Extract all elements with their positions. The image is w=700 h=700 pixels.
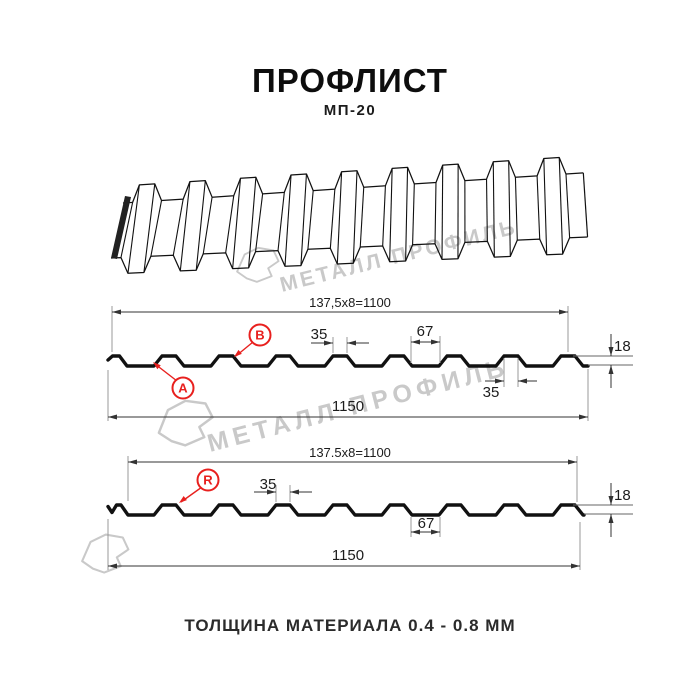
material-thickness-note: ТОЛЩИНА МАТЕРИАЛА 0.4 - 0.8 ММ	[184, 616, 516, 635]
dimension-arrowhead	[290, 489, 299, 495]
sheet3d-rib-edge	[514, 177, 518, 241]
callout-letter-r: R	[203, 473, 213, 488]
dimension-arrowhead	[112, 309, 121, 315]
sheet3d-rib-edge	[277, 192, 285, 251]
brand-logo-watermark	[77, 530, 133, 578]
dimension-arrowhead	[608, 514, 614, 523]
dimension-arrowhead	[568, 459, 577, 465]
dimension-arrowhead	[571, 563, 580, 569]
dimension-lines-layer	[107, 306, 633, 570]
sheet3d-rib-edge	[352, 170, 358, 264]
sheet3d-rib-edge	[405, 167, 409, 262]
sheet3d-right-edge	[582, 172, 589, 238]
profile-outline-front	[106, 354, 590, 368]
dim-rib-top-back: 35	[260, 476, 277, 493]
sheet3d-rib-edge	[565, 173, 571, 238]
sheet3d-rib-edge	[143, 183, 156, 273]
callout-letter-b: B	[255, 328, 264, 343]
sheet3d-rib-edge	[307, 190, 314, 250]
sheet3d-rib-edge	[248, 177, 257, 268]
profile-sheet-3d-view	[110, 156, 589, 274]
sheet3d-rib-edge	[485, 179, 488, 242]
leader-arrowhead	[153, 362, 161, 370]
sheet3d-rib-edge	[492, 161, 495, 258]
profile-outline-back	[106, 503, 586, 517]
dimension-arrowhead	[128, 459, 137, 465]
callout-layer: A B R	[153, 323, 272, 503]
sheet3d-rib-edge	[543, 158, 548, 255]
dim-valley-front: 67	[417, 323, 434, 340]
page-title: ПРОФЛИСТ	[252, 62, 448, 99]
dimension-text-layer: 137,5x8=1100 35 67 35 18 1150 137.5x8=11…	[260, 295, 631, 564]
sheet3d-rib-edge	[536, 175, 541, 240]
sheet3d-rib-edge	[255, 193, 264, 252]
sheet3d-rib-edge	[389, 168, 393, 262]
sheet3d-rib-edge	[434, 182, 437, 244]
product-code: МП-20	[323, 102, 377, 119]
dimension-arrowhead	[267, 489, 276, 495]
brand-watermark-text: МЕТАЛЛ ПРОФИЛЬ	[278, 216, 520, 297]
dimension-arrowhead	[431, 339, 440, 345]
sheet3d-rib-edge	[329, 189, 336, 249]
sheet3d-rib-edge	[336, 171, 343, 265]
dimension-arrowhead	[431, 529, 440, 535]
dimension-arrowhead	[347, 340, 356, 346]
dim-rib-low-front: 35	[483, 384, 500, 401]
dim-width-back: 1150	[332, 547, 364, 564]
dimension-arrowhead	[495, 378, 504, 384]
sheet3d-rib-edge	[412, 183, 415, 245]
dimension-arrowhead	[559, 309, 568, 315]
dim-pitch-back: 137.5x8=1100	[309, 445, 391, 460]
leader-arrowhead	[179, 495, 187, 503]
callout-circle-r	[196, 468, 220, 492]
dimension-arrowhead	[579, 414, 588, 420]
dimension-arrowhead	[518, 378, 527, 384]
dimension-arrowhead	[411, 529, 420, 535]
sheet3d-cut-edge	[111, 196, 131, 259]
callout-letter-a: A	[178, 381, 188, 396]
dimension-arrowhead	[108, 414, 117, 420]
sheet3d-rib-edge	[558, 157, 564, 255]
cross-section-profiles	[106, 354, 590, 517]
sheet3d-rib-edge	[225, 195, 235, 254]
sheet3d-rib-edge	[232, 178, 242, 269]
sheet3d-rib-edge	[359, 187, 365, 248]
dim-height-front: 18	[614, 338, 631, 355]
sheet3d-rib-edge	[179, 181, 191, 272]
dim-valley-back: 67	[418, 515, 435, 532]
dimension-arrowhead	[324, 340, 333, 346]
callout-circle-b	[248, 323, 272, 347]
dim-pitch-front: 137,5x8=1100	[309, 295, 391, 310]
dimension-arrowhead	[608, 496, 614, 505]
sheet3d-back-edge	[122, 156, 584, 204]
sheet3d-rib-edge	[202, 197, 213, 255]
sheet3d-rib-edge	[508, 160, 511, 257]
leader-arrowhead	[234, 349, 242, 357]
sheet3d-rib-edge	[382, 185, 386, 247]
dimension-arrowhead	[108, 563, 117, 569]
dim-width-front: 1150	[332, 398, 364, 415]
callout-circle-a	[171, 376, 195, 400]
sheet3d-rib-edge	[300, 173, 308, 266]
dimension-arrowhead	[608, 365, 614, 374]
sheet3d-front-edge	[110, 236, 588, 274]
sheet3d-rib-edge	[441, 165, 444, 260]
sheet3d-rib-edge	[284, 174, 292, 267]
dim-height-back: 18	[614, 487, 631, 504]
sheet3d-rib-edge	[120, 202, 134, 258]
dimension-arrowhead	[608, 347, 614, 356]
dimension-arrowhead	[411, 339, 420, 345]
sheet3d-rib-edge	[195, 180, 206, 271]
callout-leaders	[153, 341, 254, 503]
sheet3d-rib-edge	[150, 200, 163, 257]
dim-rib-top-front: 35	[311, 326, 328, 343]
sheet3d-rib-edge	[172, 198, 184, 256]
sheet3d-rib-edge	[127, 184, 140, 274]
